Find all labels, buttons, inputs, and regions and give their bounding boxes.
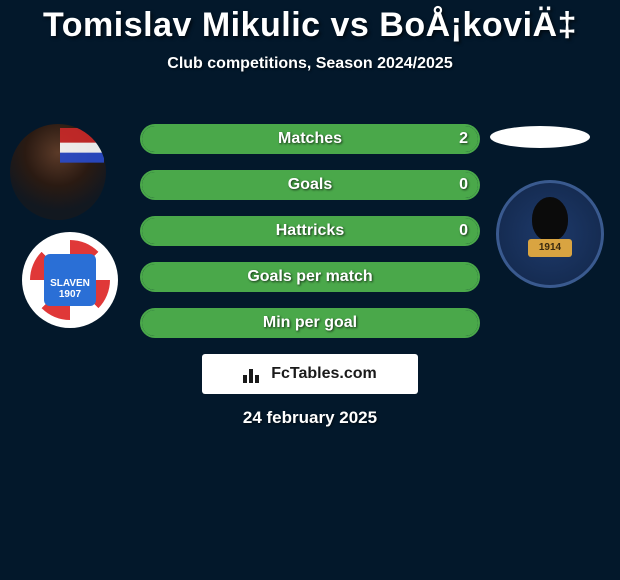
player-right-photo <box>490 126 590 148</box>
stat-label: Matches <box>278 130 342 148</box>
player-left-club-logo <box>22 232 118 328</box>
page-subtitle: Club competitions, Season 2024/2025 <box>0 55 620 73</box>
stat-label: Min per goal <box>263 314 357 332</box>
stat-row-matches: Matches 2 <box>140 124 480 154</box>
stat-value-left: 2 <box>459 130 468 148</box>
footer-date: 24 february 2025 <box>0 408 620 428</box>
stat-label: Hattricks <box>276 222 344 240</box>
stat-row-min-per-goal: Min per goal <box>140 308 480 338</box>
stat-label: Goals per match <box>247 268 372 286</box>
stat-value-left: 0 <box>459 222 468 240</box>
stat-row-hattricks: Hattricks 0 <box>140 216 480 246</box>
player-left-photo <box>10 124 106 220</box>
player-right-club-logo <box>496 180 604 288</box>
stat-value-left: 0 <box>459 176 468 194</box>
stat-row-goals-per-match: Goals per match <box>140 262 480 292</box>
fctables-text: FcTables.com <box>271 365 377 383</box>
page-title: Tomislav Mikulic vs BoÅ¡koviÄ‡ <box>0 0 620 45</box>
stat-label: Goals <box>288 176 332 194</box>
stat-row-goals: Goals 0 <box>140 170 480 200</box>
bar-chart-icon <box>243 365 265 383</box>
stats-panel: Matches 2 Goals 0 Hattricks 0 Goals per … <box>140 124 480 354</box>
fctables-branding: FcTables.com <box>202 354 418 394</box>
